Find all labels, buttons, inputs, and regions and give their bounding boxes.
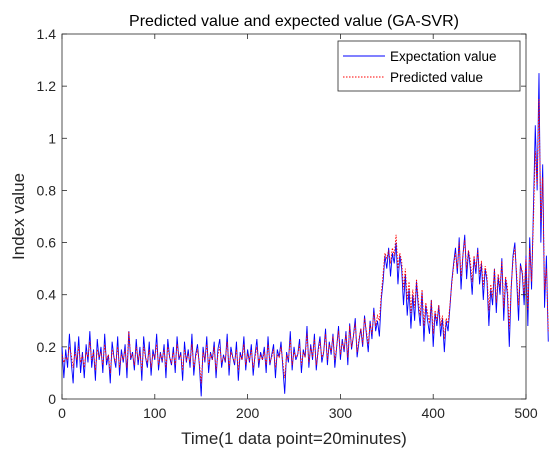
x-axis: 0 100 200 300 400 500 (58, 34, 538, 421)
y-tick-label: 0.2 (37, 339, 57, 355)
legend-label-predicted: Predicted value (390, 70, 483, 85)
legend-label-expectation: Expectation value (390, 49, 497, 64)
x-axis-title: Time(1 data point=20minutes) (181, 429, 407, 448)
legend: Expectation value Predicted value (337, 40, 521, 92)
x-tick-label: 100 (143, 405, 167, 421)
x-tick-label: 400 (422, 405, 446, 421)
y-tick-label: 1.2 (37, 78, 57, 94)
y-tick-label: 0.6 (37, 235, 57, 251)
x-tick-label: 300 (329, 405, 353, 421)
y-tick-label: 0.4 (37, 287, 57, 303)
x-tick-label: 200 (236, 405, 260, 421)
y-tick-label: 0 (48, 391, 56, 407)
x-tick-label: 500 (514, 405, 538, 421)
legend-box (337, 40, 521, 92)
y-axis-title: Index value (9, 173, 28, 260)
series-line-predicted (61, 99, 549, 384)
plot-frame (61, 33, 527, 400)
plot-area (61, 33, 549, 400)
y-tick-label: 0.8 (37, 182, 57, 198)
y-tick-label: 1.4 (37, 26, 57, 42)
x-tick-label: 0 (58, 405, 66, 421)
chart-title: Predicted value and expected value (GA-S… (129, 13, 459, 30)
y-tick-label: 1 (48, 130, 56, 146)
y-axis: 0 0.2 0.4 0.6 0.8 1 1.2 1.4 (37, 26, 526, 407)
